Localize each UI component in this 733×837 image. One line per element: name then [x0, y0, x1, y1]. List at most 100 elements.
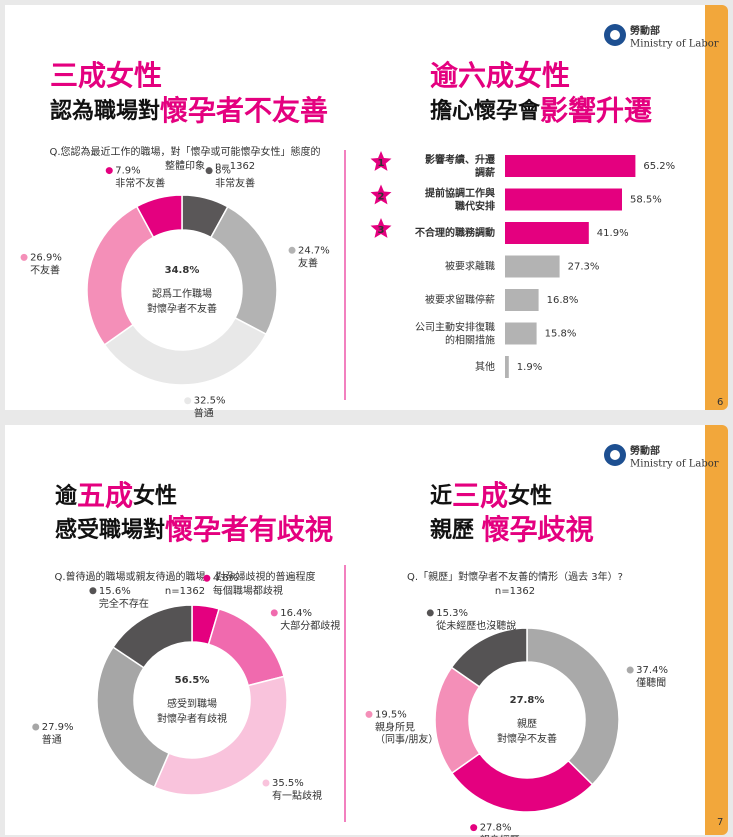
logo-name: 勞動部 [630, 444, 660, 457]
category-label: 大部分都歧視 [280, 619, 340, 632]
legend-dot [262, 779, 270, 787]
title-segment: 認為職場對 [50, 98, 160, 124]
category-label-line: 影響考績、升遷 [425, 153, 496, 166]
category-label: 普通 [194, 407, 214, 420]
value-label: 15.8% [545, 329, 577, 340]
legend-dot [626, 666, 634, 674]
donut-segment [153, 675, 288, 796]
donut-segment [450, 627, 528, 688]
question: 整體印象 [165, 159, 205, 172]
value-label: 16.4% [280, 608, 312, 619]
donut-segment [112, 604, 193, 669]
legend-dot [365, 710, 373, 718]
logo-icon-inner [610, 450, 620, 460]
title-segment: 親歷 [430, 518, 482, 543]
panel-title: 逾六成女性 [430, 59, 570, 92]
title-segment: 女性 [508, 483, 552, 509]
logo-subtitle: Ministry of Labor [630, 459, 719, 470]
category-label: 被要求離職 [445, 260, 495, 273]
value-label: 58.5% [630, 195, 662, 206]
category-label: 完全不存在 [99, 597, 149, 610]
value-label: 8% [215, 166, 231, 177]
sample-size: n=1362 [165, 586, 205, 597]
legend-dot [184, 397, 192, 405]
category-label: 非常不友善 [115, 177, 165, 190]
bar [505, 322, 537, 345]
title-segment: 懷孕歧視 [482, 513, 594, 546]
category-label: 不友善 [30, 263, 60, 276]
value-label: 27.9% [42, 722, 74, 733]
page-number: 7 [717, 817, 723, 828]
legend-dot [205, 167, 213, 175]
category-label: 友善 [298, 256, 318, 269]
category-label: 公司主動安排復職的相關措施 [415, 321, 495, 347]
legend-dot [32, 723, 40, 731]
center-value: 27.8% [510, 695, 545, 706]
page-number: 6 [717, 397, 723, 408]
center-value: 34.8% [165, 265, 200, 276]
category-label: 親身所見（同事/朋友） [375, 720, 438, 745]
question: Q.「親歷」對懷孕者不友善的情形（過去 3年）? [407, 570, 623, 583]
category-label: 影響考績、升遷調薪 [425, 153, 496, 179]
sample-size: n=1362 [215, 161, 255, 172]
category-label-line: 普通 [42, 733, 62, 746]
title-segment: 三成女性 [50, 59, 162, 92]
value-label: 7.9% [115, 166, 140, 177]
title-segment: 擔心懷孕會 [430, 98, 541, 124]
question: Q.曾待過的職場或親友待過的職場，對孕婦歧視的普遍程度 [54, 570, 315, 583]
value-label: 1.9% [517, 362, 542, 373]
category-label: 其他 [475, 360, 495, 373]
category-label-line: 調薪 [475, 166, 495, 179]
category-label-line: 大部分都歧視 [280, 619, 340, 632]
title-segment: 五成 [77, 479, 133, 512]
category-label-line: 每個職場都歧視 [213, 584, 283, 597]
panel-title: 認為職場對懷孕者不友善 [50, 94, 328, 127]
category-label: 提前協調工作與職代安排 [425, 187, 495, 213]
panel-title: 擔心懷孕會影響升遷 [430, 94, 652, 127]
logo-name: 勞動部 [630, 24, 660, 37]
bar [505, 188, 622, 211]
title-segment: 逾 [55, 483, 78, 509]
panel-title: 三成女性 [50, 59, 162, 92]
category-label-line: 被要求離職 [445, 260, 495, 273]
category-label: 普通 [42, 733, 62, 746]
center-text: 對懷孕者不友善 [147, 302, 217, 315]
question: Q.您認為最近工作的職場，對「懷孕或可能懷孕女性」態度的 [49, 145, 320, 158]
category-label-line: 其他 [475, 360, 495, 373]
rank-label: 2 [378, 192, 385, 203]
title-segment: 近 [430, 483, 452, 509]
category-label-line: 非常不友善 [115, 177, 165, 190]
logo-icon-inner [610, 30, 620, 40]
title-segment: 三成 [452, 479, 508, 512]
donut-segment [450, 752, 594, 813]
legend-dot [426, 609, 434, 617]
title-segment: 懷孕者有歧視 [165, 513, 333, 546]
title-segment: 影響升遷 [540, 94, 652, 127]
category-label: 不合理的職務調動 [415, 226, 495, 239]
value-label: 16.8% [547, 295, 579, 306]
bar [505, 155, 636, 177]
category-label-line: 從未經歷也沒聽說 [436, 619, 516, 632]
category-label-line: 親身所見 [375, 720, 415, 733]
category-label: 非常友善 [215, 177, 255, 190]
category-label-line: 友善 [298, 256, 318, 269]
category-label-line: 僅聽聞 [636, 676, 666, 689]
value-label: 35.5% [272, 778, 304, 789]
value-label: 32.5% [194, 396, 226, 407]
value-label: 65.2% [643, 161, 675, 172]
rank-label: 3 [378, 225, 385, 236]
center-text: 對懷孕者有歧視 [157, 712, 227, 725]
bar [505, 289, 539, 311]
rank-label: 1 [378, 158, 385, 169]
value-label: 27.8% [480, 823, 512, 834]
center-text: 親歷 [517, 717, 537, 730]
legend-dot [470, 824, 478, 832]
category-label-line: 有一點歧視 [272, 789, 322, 802]
category-label-line: 非常友善 [215, 177, 255, 190]
donut-segment [526, 627, 620, 786]
legend-dot [89, 587, 97, 595]
category-label: 親身經歷 [480, 834, 520, 837]
category-label-line: 不友善 [30, 263, 60, 276]
